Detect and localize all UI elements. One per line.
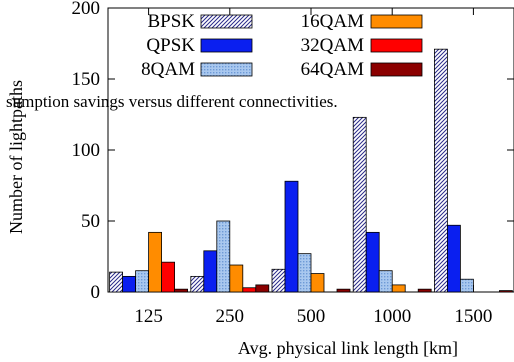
bar-64qam-1000	[417, 288, 432, 293]
axis-ticks: 0 50 100 150 200 125 250 500 1000 1500	[72, 0, 514, 327]
bar-8qam-500	[297, 253, 312, 293]
bar-64qam-125	[174, 288, 189, 293]
y-tick-label: 200	[72, 0, 101, 19]
bar-32qam-250	[242, 287, 257, 293]
bar-8qam-125	[135, 270, 150, 293]
bars	[109, 48, 513, 293]
bar-bpsk-125	[109, 271, 123, 293]
legend-swatch-32qam	[370, 38, 423, 53]
bar-qpsk-125	[122, 275, 136, 293]
y-tick-label: 150	[72, 69, 101, 90]
bar-16qam-125	[148, 231, 163, 293]
bar-16qam-1000	[391, 284, 406, 293]
y-tick-label: 50	[81, 211, 100, 232]
bar-16qam-500	[310, 273, 325, 293]
bar-bpsk-500	[271, 268, 286, 293]
legend-label-qpsk: QPSK	[146, 35, 195, 56]
legend-label-8qam: 8QAM	[141, 59, 195, 80]
bar-8qam-1000	[378, 270, 393, 293]
bar-qpsk-1500	[446, 224, 461, 293]
bar-qpsk-500	[284, 180, 299, 293]
x-tick-label: 125	[134, 306, 163, 327]
legend-swatch-16qam	[370, 14, 423, 29]
bar-16qam-250	[229, 264, 244, 293]
legend-label-16qam: 16QAM	[301, 11, 364, 32]
y-tick-label: 0	[91, 282, 101, 303]
legend-swatch-64qam	[370, 62, 423, 77]
bar-bpsk-1500	[433, 48, 448, 293]
bar-qpsk-250	[203, 250, 218, 293]
bar-8qam-1500	[459, 278, 474, 293]
legend-label-64qam: 64QAM	[301, 59, 364, 80]
x-tick-label: 500	[297, 306, 326, 327]
bar-64qam-500	[336, 288, 351, 293]
legend: BPSK QPSK 8QAM 16QAM 32QAM 64QAM	[141, 11, 423, 80]
bar-64qam-250	[255, 284, 270, 293]
legend-label-bpsk: BPSK	[147, 11, 195, 32]
x-tick-label: 1500	[454, 306, 492, 327]
bar-qpsk-1000	[365, 231, 380, 293]
x-tick-label: 250	[216, 306, 245, 327]
x-axis-label: Avg. physical link length [km]	[238, 338, 458, 358]
bar-bpsk-250	[190, 275, 205, 293]
y-tick-label: 100	[72, 140, 101, 161]
bar-8qam-250	[216, 220, 231, 293]
legend-swatch-qpsk	[200, 38, 253, 53]
y-axis-label: Number of lightpaths	[6, 80, 26, 234]
bar-64qam-1500	[498, 290, 513, 293]
legend-swatch-bpsk	[200, 14, 253, 29]
legend-label-32qam: 32QAM	[301, 35, 364, 56]
bar-bpsk-1000	[352, 116, 367, 293]
x-tick-label: 1000	[373, 306, 411, 327]
overlay-caption-fragment: sumption savings versus different connec…	[6, 92, 338, 111]
bar-32qam-125	[161, 261, 176, 293]
legend-swatch-8qam	[200, 62, 253, 77]
